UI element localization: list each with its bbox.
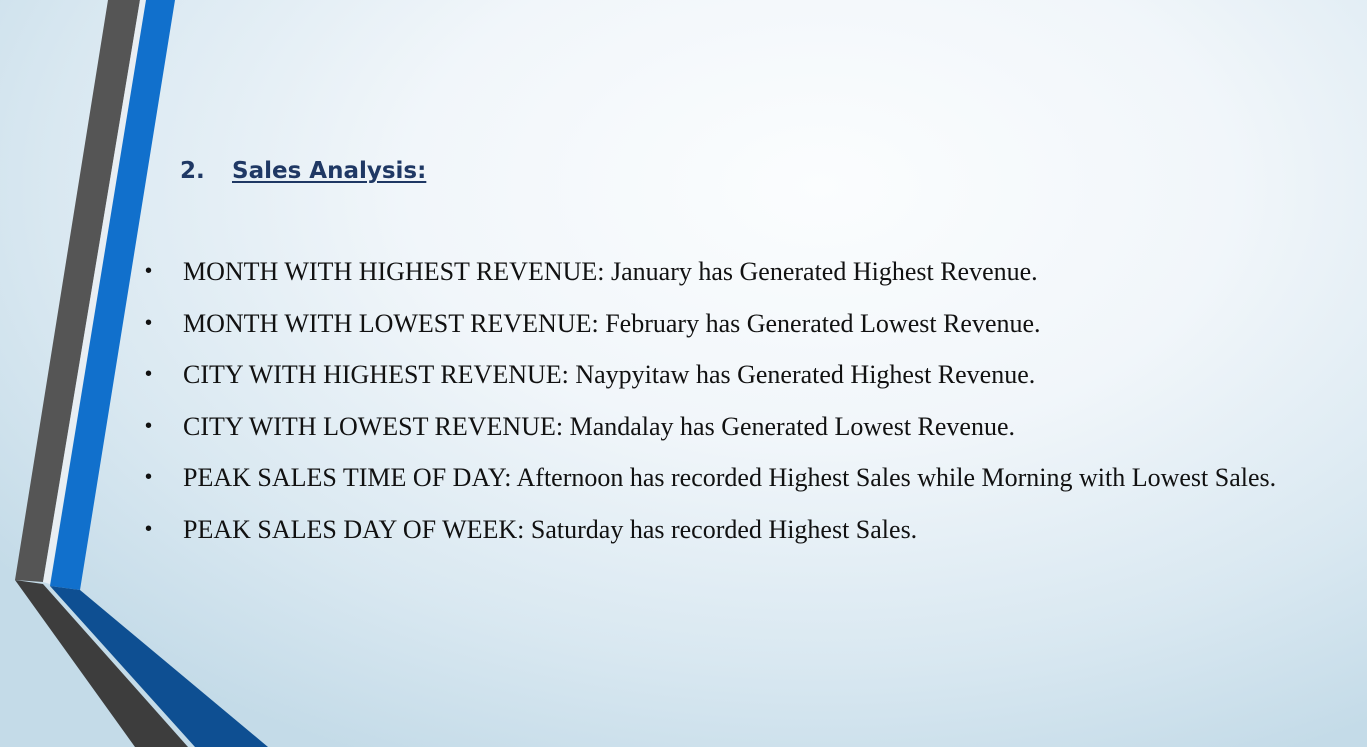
blue-band-upper xyxy=(50,0,175,590)
bullet-text: PEAK SALES TIME OF DAY: Afternoon has re… xyxy=(183,463,1277,492)
bullet-marker: • xyxy=(145,260,153,282)
bullet-marker: • xyxy=(145,466,153,488)
band-separator xyxy=(43,0,146,584)
bullet-text: CITY WITH HIGHEST REVENUE: Naypyitaw has… xyxy=(183,360,1036,389)
bullet-marker: • xyxy=(145,414,153,437)
bullet-peak-sales-day: • PEAK SALES DAY OF WEEK: Saturday has r… xyxy=(145,504,1335,556)
bullet-marker: • xyxy=(145,363,153,385)
bullet-text: PEAK SALES DAY OF WEEK: Saturday has rec… xyxy=(183,514,918,544)
gray-band-lower xyxy=(15,580,188,747)
bullet-city-highest-revenue: • CITY WITH HIGHEST REVENUE: Naypyitaw h… xyxy=(145,349,1335,401)
bullet-text: MONTH WITH LOWEST REVENUE: February has … xyxy=(183,308,1041,338)
section-heading: 2. Sales Analysis: xyxy=(180,158,426,184)
sales-findings-list: • MONTH WITH HIGHEST REVENUE: January ha… xyxy=(145,246,1335,555)
bullet-month-lowest-revenue: • MONTH WITH LOWEST REVENUE: February ha… xyxy=(145,298,1335,350)
bullet-month-highest-revenue: • MONTH WITH HIGHEST REVENUE: January ha… xyxy=(145,246,1335,298)
bullet-marker: • xyxy=(145,311,153,334)
bullet-text: MONTH WITH HIGHEST REVENUE: January has … xyxy=(183,257,1038,286)
bullet-text: CITY WITH LOWEST REVENUE: Mandalay has G… xyxy=(183,411,1016,441)
gray-band-upper xyxy=(15,0,140,582)
heading-title: Sales Analysis: xyxy=(232,158,427,184)
bullet-marker: • xyxy=(145,517,153,540)
bullet-peak-sales-time: • PEAK SALES TIME OF DAY: Afternoon has … xyxy=(145,452,1335,504)
bullet-city-lowest-revenue: • CITY WITH LOWEST REVENUE: Mandalay has… xyxy=(145,401,1335,453)
heading-number: 2. xyxy=(180,158,205,184)
blue-band-lower xyxy=(50,586,268,747)
